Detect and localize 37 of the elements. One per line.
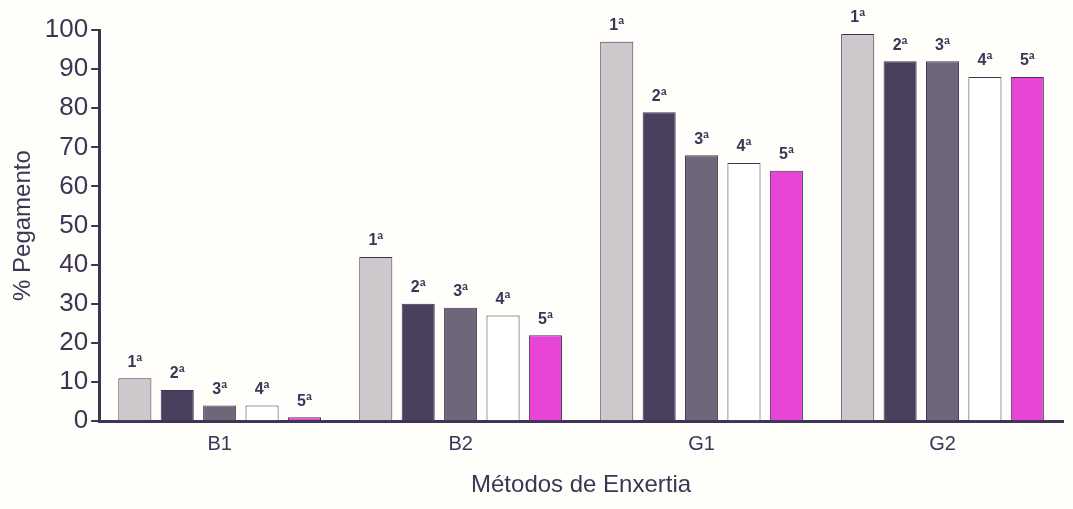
text: 5ª bbox=[297, 391, 312, 409]
text: 3ª bbox=[935, 35, 950, 53]
text: 2ª bbox=[410, 278, 426, 296]
text: 4ª bbox=[736, 137, 752, 155]
text: 4ª bbox=[495, 289, 511, 307]
series-label: 1ª bbox=[850, 8, 866, 26]
series-label: 5ª bbox=[778, 145, 794, 163]
y-tick-label: 10 bbox=[59, 365, 89, 396]
series-label: 2ª bbox=[169, 364, 185, 382]
text: 3ª bbox=[694, 129, 709, 147]
text: 4ª bbox=[254, 379, 270, 397]
y-tick-label: 100 bbox=[44, 13, 89, 44]
y-tick-label: 50 bbox=[59, 208, 89, 239]
y-tick-label: 30 bbox=[59, 287, 89, 318]
y-tick-label: 70 bbox=[59, 130, 89, 161]
y-tick-label: 60 bbox=[59, 169, 89, 200]
y-tick-label: 0 bbox=[73, 404, 89, 435]
text: 5ª bbox=[1019, 51, 1035, 69]
x-tick-label: G2 bbox=[929, 431, 956, 454]
y-tick-label: 40 bbox=[59, 247, 89, 278]
x-tick-label: B1 bbox=[207, 431, 232, 454]
text: 1ª bbox=[368, 231, 384, 249]
series-label: 3ª bbox=[453, 282, 469, 300]
x-axis-title: Métodos de Enxertia bbox=[471, 470, 692, 498]
text: 5ª bbox=[538, 309, 553, 327]
text: 1ª bbox=[609, 16, 625, 34]
y-tick-label: 80 bbox=[59, 91, 89, 122]
y-tick-label: 90 bbox=[59, 52, 89, 83]
y-axis-title: % Pegamento bbox=[8, 150, 36, 301]
series-label: 4ª bbox=[977, 51, 993, 69]
text: 1ª bbox=[127, 352, 143, 370]
x-tick-label: G1 bbox=[688, 431, 715, 454]
text: 3ª bbox=[212, 379, 228, 397]
text: 2ª bbox=[651, 86, 667, 104]
x-tick-label: B2 bbox=[448, 431, 473, 454]
y-tick-label: 20 bbox=[59, 326, 89, 357]
text: 2ª bbox=[892, 35, 908, 53]
